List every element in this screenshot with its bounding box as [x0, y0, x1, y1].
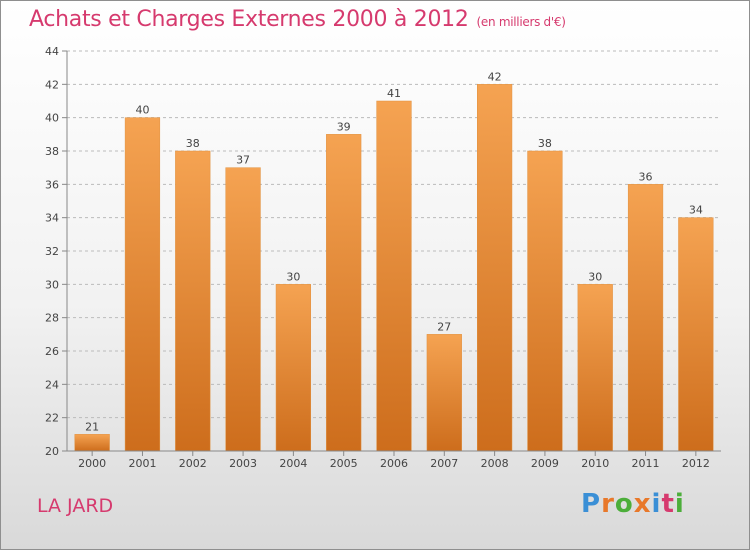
x-tick-label: 2010 — [581, 457, 609, 470]
bar — [678, 217, 714, 452]
chart-title: Achats et Charges Externes 2000 à 2012 (e… — [29, 7, 566, 32]
bar — [426, 334, 462, 452]
proxiti-logo[interactable]: Proxiti — [581, 489, 685, 519]
y-tick-label: 38 — [45, 145, 59, 158]
logo-letter: x — [633, 489, 652, 519]
data-labels: 21 40 38 37 30 39 41 27 42 38 30 36 34 — [85, 70, 703, 433]
y-tick-label: 22 — [45, 412, 59, 425]
chart-subtitle: (en milliers d'€) — [476, 15, 566, 29]
x-tick-label: 2004 — [279, 457, 307, 470]
axes: 20 22 24 26 28 30 32 34 36 38 40 42 44 2000 2001 2002 20… — [45, 45, 721, 470]
data-label: 36 — [639, 170, 653, 183]
x-tick-label: 2005 — [330, 457, 358, 470]
x-tick-label: 2012 — [682, 457, 710, 470]
x-tick-label: 2007 — [430, 457, 458, 470]
bar — [527, 150, 563, 452]
data-label: 38 — [186, 137, 200, 150]
data-label: 37 — [236, 154, 250, 167]
bars — [74, 84, 714, 452]
y-tick-label: 20 — [45, 445, 59, 458]
chart-title-text: Achats et Charges Externes 2000 à 2012 — [29, 7, 469, 32]
bar — [124, 117, 161, 452]
data-label: 21 — [85, 420, 99, 433]
y-tick-label: 24 — [45, 378, 59, 391]
x-tick-label: 2008 — [481, 457, 509, 470]
data-label: 27 — [437, 320, 451, 333]
y-tick-label: 36 — [45, 178, 59, 191]
y-tick-label: 34 — [45, 212, 59, 225]
data-label: 40 — [135, 104, 149, 117]
logo-letter: i — [651, 489, 662, 519]
data-label: 34 — [689, 204, 703, 217]
y-tick-label: 40 — [45, 112, 59, 125]
x-tick-label: 2002 — [179, 457, 207, 470]
data-label: 41 — [387, 87, 401, 100]
y-tick-label: 28 — [45, 312, 59, 325]
x-tick-label: 2001 — [128, 457, 156, 470]
y-tick-label: 44 — [45, 45, 59, 58]
bar — [376, 100, 412, 452]
data-label: 30 — [588, 270, 602, 283]
data-label: 30 — [286, 270, 300, 283]
bar — [225, 167, 261, 452]
y-tick-label: 42 — [45, 78, 59, 91]
logo-letter: i — [674, 489, 685, 519]
bar — [74, 434, 110, 452]
data-label: 42 — [488, 70, 502, 83]
bar — [627, 184, 664, 452]
bar — [275, 284, 311, 452]
logo-letter: r — [601, 489, 615, 519]
data-label: 39 — [337, 120, 351, 133]
bar — [326, 134, 362, 452]
bar — [477, 84, 513, 452]
logo-letter: P — [581, 489, 602, 519]
x-tick-label: 2011 — [632, 457, 660, 470]
y-tick-label: 30 — [45, 278, 59, 291]
y-tick-label: 26 — [45, 345, 59, 358]
x-tick-label: 2003 — [229, 457, 257, 470]
x-tick-label: 2000 — [78, 457, 106, 470]
bar — [175, 150, 211, 452]
y-tick-label: 32 — [45, 245, 59, 258]
bar — [577, 284, 613, 452]
logo-letter: o — [614, 489, 634, 519]
x-tick-label: 2006 — [380, 457, 408, 470]
x-tick-label: 2009 — [531, 457, 559, 470]
data-label: 38 — [538, 137, 552, 150]
location-label: LA JARD — [37, 495, 114, 517]
logo-letter: t — [661, 489, 675, 519]
